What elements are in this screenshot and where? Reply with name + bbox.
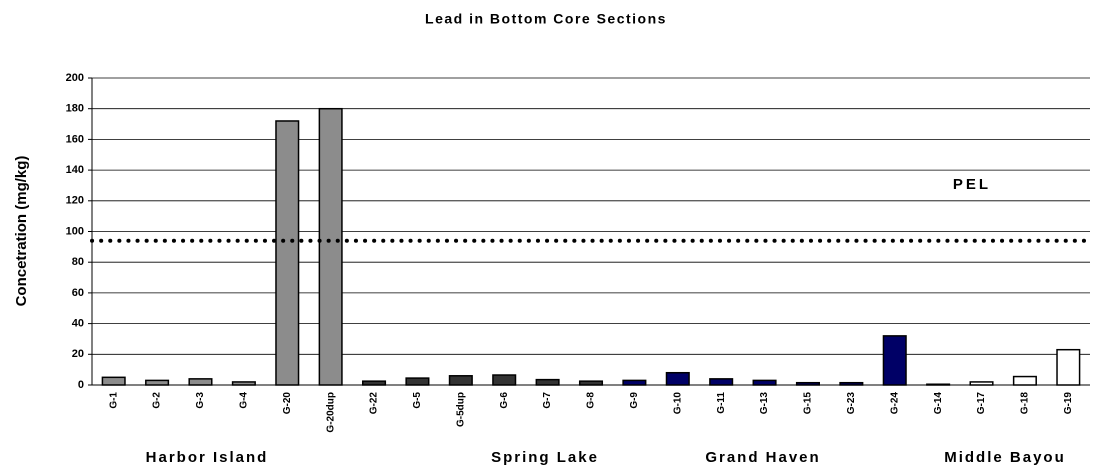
bar (882, 335, 907, 386)
y-tick-label: 140 (66, 164, 84, 176)
x-tick-label: G-24 (889, 392, 900, 415)
y-tick-label: 180 (66, 103, 84, 115)
x-tick-label: G-7 (542, 392, 553, 409)
x-tick-label: G-22 (369, 392, 380, 415)
x-tick-label: G-8 (586, 392, 597, 409)
x-tick-label: G-2 (152, 392, 163, 409)
x-tick-label: G-20dup (325, 392, 336, 433)
group-label: Spring Lake (491, 449, 599, 466)
x-tick-label: G-17 (976, 392, 987, 415)
chart-title: Lead in Bottom Core Sections (425, 11, 667, 27)
x-tick-label: G-18 (1020, 392, 1031, 415)
x-tick-label: G-5dup (455, 392, 466, 427)
bar (362, 380, 387, 386)
bar (1012, 375, 1037, 386)
x-tick-label: G-15 (803, 392, 814, 415)
y-tick-label: 100 (66, 225, 84, 237)
bar (275, 120, 300, 386)
y-tick-label: 160 (66, 133, 84, 145)
y-tick-label: 0 (78, 379, 84, 391)
x-tick-label: G-20 (282, 392, 293, 415)
x-tick-label: G-3 (195, 392, 206, 409)
x-tick-label: G-10 (672, 392, 683, 415)
x-tick-label: G-23 (846, 392, 857, 415)
y-tick-label: 40 (72, 318, 84, 330)
x-tick-label: G-9 (629, 392, 640, 409)
bar (622, 379, 647, 386)
x-tick-label: G-1 (108, 392, 119, 409)
bar (318, 107, 343, 386)
y-tick-label: 20 (72, 348, 84, 360)
bar (145, 379, 170, 386)
bar (709, 378, 734, 386)
x-tick-label: G-6 (499, 392, 510, 409)
bar (839, 381, 864, 386)
bar (578, 380, 604, 386)
bar (665, 371, 690, 386)
bar (448, 375, 473, 386)
bar (405, 377, 430, 386)
bar (969, 381, 994, 386)
y-tick-label: 200 (66, 72, 84, 84)
bar (492, 374, 517, 386)
x-tick-label: G-13 (759, 392, 770, 415)
bar (926, 383, 951, 386)
x-tick-label: G-19 (1063, 392, 1074, 415)
y-tick-label: 80 (72, 256, 84, 268)
bar (795, 381, 820, 386)
bar (1056, 348, 1081, 386)
bar (535, 378, 560, 386)
x-tick-label: G-11 (716, 392, 727, 414)
x-tick-label: G-14 (933, 392, 944, 415)
pel-label: PEL (953, 176, 991, 193)
x-tick-label: G-5 (412, 392, 423, 409)
bar (101, 376, 126, 386)
group-label: Harbor Island (146, 449, 269, 466)
bar (231, 381, 256, 386)
y-tick-label: 120 (66, 195, 84, 207)
x-tick-label: G-4 (239, 392, 250, 409)
group-label: Middle Bayou (944, 449, 1066, 466)
group-label: Grand Haven (705, 449, 820, 466)
y-tick-label: 60 (72, 287, 84, 299)
bar (752, 379, 777, 386)
y-axis-label: Concetration (mg/kg) (13, 156, 30, 307)
bar (188, 378, 213, 386)
